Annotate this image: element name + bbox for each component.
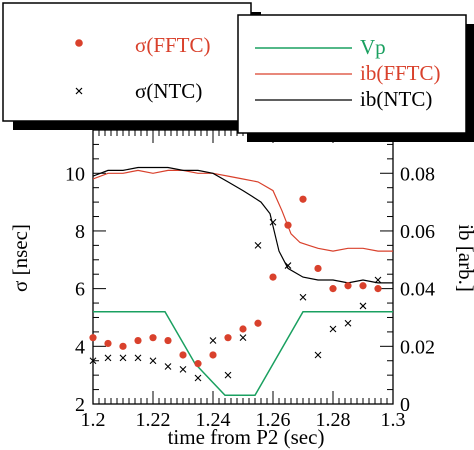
- y-right-tick-label: 0.04: [400, 279, 435, 301]
- y-left-tick-label: 10: [65, 163, 85, 185]
- point-sigma-fftc: [344, 282, 352, 290]
- point-sigma-fftc: [194, 360, 202, 368]
- point-sigma-ntc: [89, 357, 97, 365]
- point-sigma-ntc-stroke: [149, 357, 157, 365]
- y-right-tick-label: 0: [400, 394, 410, 416]
- point-sigma-ntc: [269, 218, 277, 226]
- point-sigma-ntc: [164, 363, 172, 370]
- point-sigma-ntc: [209, 337, 217, 344]
- point-sigma-ntc: [374, 276, 382, 284]
- point-sigma-fftc: [239, 325, 247, 333]
- axis-ticks: [92, 130, 394, 405]
- x-tick-label: 1.26: [256, 409, 291, 431]
- point-sigma-fftc: [329, 285, 337, 293]
- point-sigma-ntc-stroke: [104, 354, 112, 362]
- point-sigma-fftc: [374, 285, 382, 293]
- legend-ntc-marker: [75, 87, 83, 95]
- point-sigma-ntc: [314, 351, 322, 359]
- legend-fftc-label: σ(FFTC): [135, 33, 211, 57]
- point-sigma-ntc: [134, 354, 142, 362]
- point-sigma-fftc: [89, 334, 97, 342]
- legend-vp-label: Vp: [360, 35, 386, 59]
- point-sigma-fftc: [254, 319, 262, 327]
- legend-left: σ(FFTC) σ(NTC): [2, 2, 261, 130]
- point-sigma-ntc-stroke: [284, 262, 292, 269]
- point-sigma-fftc: [179, 351, 187, 359]
- point-sigma-ntc: [194, 374, 202, 382]
- point-sigma-fftc: [149, 334, 157, 342]
- point-sigma-ntc-stroke: [179, 366, 187, 373]
- point-sigma-ntc: [179, 366, 187, 373]
- legend-right: Vp ib(FFTC) ib(NTC): [237, 14, 474, 142]
- point-sigma-ntc: [329, 325, 337, 333]
- point-sigma-ntc-stroke: [89, 357, 97, 365]
- plot-border: [92, 129, 394, 405]
- y-left-tick-label: 2: [75, 394, 85, 416]
- point-sigma-fftc: [224, 334, 232, 342]
- y-left-tick-label: 8: [75, 221, 85, 243]
- point-sigma-fftc: [104, 339, 112, 348]
- point-sigma-ntc-stroke: [209, 337, 217, 344]
- x-axis-label: time from P2 (sec): [168, 425, 325, 449]
- plot-frame: [92, 129, 394, 405]
- point-sigma-ntc: [344, 319, 352, 327]
- point-sigma-ntc: [299, 293, 307, 301]
- point-sigma-fftc: [359, 282, 367, 290]
- point-sigma-ntc: [254, 241, 262, 249]
- y-right-tick-label: 0.06: [400, 221, 435, 243]
- point-sigma-ntc: [284, 262, 292, 269]
- point-sigma-ntc: [359, 302, 367, 310]
- y-left-tick-label: 4: [75, 336, 85, 358]
- tick-labels: 1.2 1.22 1.24 1.26 1.28 1.3 2 4 6 8 10 0 0.02 0.04 0.0…: [65, 163, 435, 431]
- point-sigma-fftc: [134, 336, 142, 345]
- x-tick-label: 1.28: [316, 409, 351, 431]
- series-layer: [89, 166, 393, 397]
- point-sigma-ntc-stroke: [239, 334, 247, 342]
- legend-fftc-marker: [75, 39, 83, 47]
- point-sigma-fftc: [209, 351, 217, 359]
- point-sigma-ntc-stroke: [329, 325, 337, 333]
- point-sigma-ntc-stroke: [299, 293, 307, 301]
- y-right-tick-label: 0.02: [400, 336, 435, 358]
- series-line-ib-fftc: [93, 169, 393, 252]
- point-sigma-ntc: [224, 371, 232, 379]
- x-tick-label: 1.2: [81, 409, 106, 431]
- point-sigma-fftc: [269, 273, 277, 281]
- x-tick-label: 1.24: [196, 409, 231, 431]
- point-sigma-ntc-stroke: [164, 363, 172, 370]
- point-sigma-ntc-stroke: [119, 354, 127, 362]
- point-sigma-fftc: [284, 221, 292, 229]
- y-axis-right-label: ib [arb.]: [454, 224, 474, 292]
- y-right-tick-label: 0.08: [400, 163, 435, 185]
- point-sigma-fftc: [299, 195, 307, 203]
- series-line-vp: [93, 310, 393, 397]
- point-sigma-ntc-stroke: [359, 302, 367, 310]
- point-sigma-ntc: [239, 334, 247, 342]
- point-sigma-fftc: [164, 336, 172, 345]
- point-sigma-fftc: [119, 342, 127, 350]
- x-tick-label: 1.3: [381, 409, 406, 431]
- y-axis-left-label: σ [nsec]: [8, 224, 32, 292]
- legend-ntc-label: σ(NTC): [135, 79, 202, 103]
- point-sigma-ntc-stroke: [134, 354, 142, 362]
- legend-ibntc-label: ib(NTC): [360, 87, 432, 111]
- point-sigma-ntc-stroke: [374, 276, 382, 284]
- point-sigma-ntc: [119, 354, 127, 362]
- point-sigma-fftc: [314, 264, 322, 273]
- point-sigma-ntc-stroke: [194, 374, 202, 382]
- point-sigma-ntc-stroke: [224, 371, 232, 379]
- point-sigma-ntc-stroke: [269, 218, 277, 226]
- x-tick-label: 1.22: [136, 409, 171, 431]
- y-left-tick-label: 6: [75, 279, 85, 301]
- point-sigma-ntc: [149, 357, 157, 365]
- series-line-ib-ntc: [93, 166, 393, 284]
- point-sigma-ntc-stroke: [254, 241, 262, 249]
- point-sigma-ntc-stroke: [314, 351, 322, 359]
- point-sigma-ntc: [104, 354, 112, 362]
- point-sigma-ntc-stroke: [344, 319, 352, 327]
- legend-ibfftc-label: ib(FFTC): [360, 61, 441, 85]
